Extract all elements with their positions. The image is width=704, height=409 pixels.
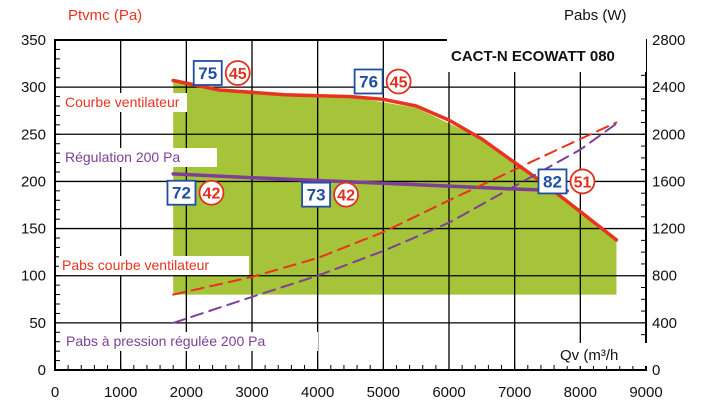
- operating-area: [173, 79, 617, 295]
- sq-marker: [353, 68, 384, 95]
- y-right-tick-label: 2000: [652, 126, 685, 143]
- label-pabs-ventilateur-bg: [59, 256, 249, 275]
- y-left-tick-label: 50: [29, 315, 46, 332]
- x-tick-label: 7000: [498, 384, 531, 401]
- y-right-tick-label: 2800: [652, 32, 685, 49]
- x-title: Qv (m³/h: [560, 347, 618, 364]
- x-title-bg: [556, 343, 648, 366]
- circle-marker: [385, 68, 412, 95]
- y-left-title-bg: [60, 2, 170, 26]
- circle-marker-label: 45: [229, 66, 247, 83]
- series-line-3: [172, 122, 618, 324]
- y-left-tick-label: 0: [38, 362, 46, 379]
- x-tick-label: 6000: [432, 384, 465, 401]
- x-tick-label: 9000: [629, 384, 662, 401]
- sq-marker: [301, 181, 331, 208]
- series-line-1: [171, 172, 569, 193]
- circle-marker: [224, 60, 251, 86]
- y-left-title: Ptvmc (Pa): [68, 7, 142, 24]
- y-right-tick-label: 1600: [652, 173, 685, 190]
- sq-marker-label: 75: [198, 64, 217, 83]
- x-tick-label: 1000: [104, 384, 137, 401]
- label-courbe-ventilateur: Courbe ventilateur: [65, 94, 180, 110]
- marker-layer: 75 45 76 45 72 42 73 42 82 51: [166, 60, 596, 208]
- sq-marker-label: 72: [172, 184, 191, 203]
- x-tick-label: 4000: [301, 384, 334, 401]
- circle-marker-label: 42: [337, 188, 355, 205]
- sq-marker: [537, 168, 568, 195]
- model-title: CACT-N ECOWATT 080: [451, 48, 615, 65]
- sq-marker-label: 76: [359, 72, 378, 91]
- y-right-tick-label: 1200: [652, 221, 685, 238]
- x-tick-label: 8000: [564, 384, 597, 401]
- x-tick-label: 0: [51, 384, 59, 401]
- y-right-tick-label: 400: [652, 315, 677, 332]
- circle-marker: [198, 179, 225, 206]
- label-pabs-regulee-bg: [62, 332, 318, 351]
- operating-point: 73 42: [301, 181, 359, 208]
- y-right-tick-label: 800: [652, 268, 677, 285]
- y-left-tick-label: 300: [21, 79, 46, 96]
- label-pabs-regulee: Pabs à pression régulée 200 Pa: [66, 333, 265, 349]
- y-right-tick-label: 0: [652, 362, 660, 379]
- y-left-tick-label: 100: [21, 268, 46, 285]
- y-left-tick-label: 350: [21, 32, 46, 49]
- sq-marker-label: 82: [543, 172, 562, 191]
- tick-layer: 0 1000 2000 3000 4000 5000 6000 7000 8000 9000050…: [21, 32, 685, 401]
- x-tick-label: 2000: [170, 384, 203, 401]
- y-left-tick-label: 250: [21, 126, 46, 143]
- y-left-tick-label: 200: [21, 173, 46, 190]
- sq-marker: [192, 60, 223, 86]
- label-regulation-bg: [62, 148, 217, 167]
- operating-point: 82 51: [537, 168, 596, 195]
- x-tick-label: 3000: [235, 384, 268, 401]
- label-layer: Ptvmc (Pa) Pabs (W) CACT-N ECOWATT 080 Q…: [59, 2, 648, 366]
- circle-marker-label: 51: [574, 174, 592, 191]
- operating-area-layer: [173, 79, 617, 295]
- series-line-2: [172, 121, 618, 296]
- label-pabs-ventilateur: Pabs courbe ventilateur: [62, 257, 209, 273]
- circle-marker: [569, 168, 596, 195]
- circle-marker-label: 45: [390, 74, 408, 91]
- frame-layer: [54, 39, 647, 371]
- sq-marker-label: 73: [307, 186, 326, 205]
- operating-point: 76 45: [353, 68, 412, 95]
- label-courbe-ventilateur-bg: [62, 93, 187, 112]
- y-right-title: Pabs (W): [564, 7, 627, 24]
- x-tick-label: 5000: [367, 384, 400, 401]
- y-right-tick-label: 2400: [652, 79, 685, 96]
- operating-point: 75 45: [192, 60, 251, 86]
- operating-point: 72 42: [166, 179, 225, 206]
- circle-marker-label: 42: [203, 186, 221, 203]
- y-right-title-bg: [555, 2, 647, 26]
- sq-marker: [166, 179, 197, 206]
- model-title-bg: [447, 38, 646, 72]
- y-left-tick-label: 150: [21, 221, 46, 238]
- circle-marker: [333, 181, 359, 208]
- label-regulation: Régulation 200 Pa: [65, 149, 180, 165]
